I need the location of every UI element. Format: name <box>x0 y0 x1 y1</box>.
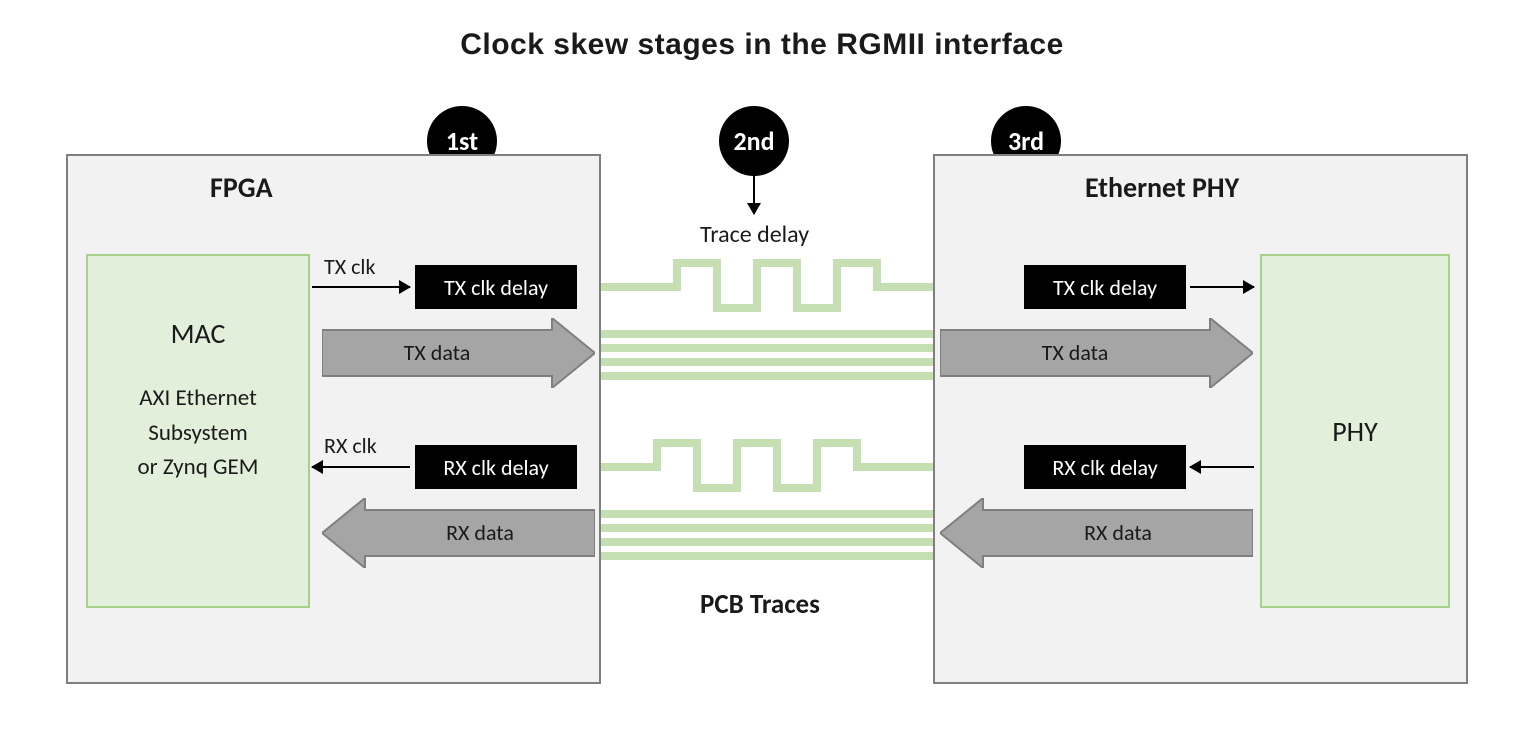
tx-clk-arrow <box>312 286 410 288</box>
tx-data-trace-1 <box>601 330 933 338</box>
mac-sub-1: AXI Ethernet <box>88 381 308 416</box>
mac-sub-3: or Zynq GEM <box>88 450 308 485</box>
rx-data-arrow-fpga: RX data <box>322 498 595 568</box>
tx-clk-delay-phy: TX clk delay <box>1024 265 1186 309</box>
phy-inner-title: PHY <box>1332 414 1378 449</box>
pcb-traces-label: PCB Traces <box>700 588 820 621</box>
tx-clk-delay-fpga: TX clk delay <box>415 265 577 309</box>
phy-label: Ethernet PHY <box>1085 170 1239 205</box>
tx-data-arrow-phy: TX data <box>940 318 1253 388</box>
rx-clk-label: RX clk <box>324 432 377 459</box>
stage-arrow-2 <box>753 176 755 214</box>
fpga-label: FPGA <box>210 170 273 205</box>
rx-data-trace-4 <box>601 552 933 560</box>
mac-title: MAC <box>88 316 308 351</box>
rx-data-trace-2 <box>601 524 933 532</box>
rx-data-label-fpga: RX data <box>446 519 514 546</box>
trace-delay-label: Trace delay <box>700 220 809 249</box>
phy-rx-clk-arrow <box>1190 466 1254 468</box>
rx-clk-arrow <box>312 466 410 468</box>
rx-data-trace-1 <box>601 510 933 518</box>
rx-data-trace-3 <box>601 538 933 546</box>
tx-data-trace-2 <box>601 344 933 352</box>
tx-data-trace-3 <box>601 358 933 366</box>
stage-badge-2: 2nd <box>719 106 789 176</box>
serp-trace-tx <box>601 258 933 316</box>
rx-clk-delay-phy: RX clk delay <box>1024 445 1186 489</box>
rx-data-label-phy: RX data <box>1084 519 1152 546</box>
tx-data-label-phy: TX data <box>1042 339 1109 366</box>
tx-data-arrow-fpga: TX data <box>322 318 595 388</box>
mac-box: MAC AXI Ethernet Subsystem or Zynq GEM <box>86 254 310 608</box>
serp-trace-rx <box>601 438 933 496</box>
tx-data-label-fpga: TX data <box>404 339 471 366</box>
rx-clk-delay-fpga: RX clk delay <box>415 445 577 489</box>
tx-clk-label: TX clk <box>324 253 375 280</box>
rx-data-arrow-phy: RX data <box>940 498 1253 568</box>
phy-tx-clk-arrow <box>1190 286 1254 288</box>
mac-sub-2: Subsystem <box>88 416 308 451</box>
tx-data-trace-4 <box>601 372 933 380</box>
phy-inner-box: PHY <box>1260 254 1450 608</box>
diagram-title: Clock skew stages in the RGMII interface <box>0 28 1524 62</box>
